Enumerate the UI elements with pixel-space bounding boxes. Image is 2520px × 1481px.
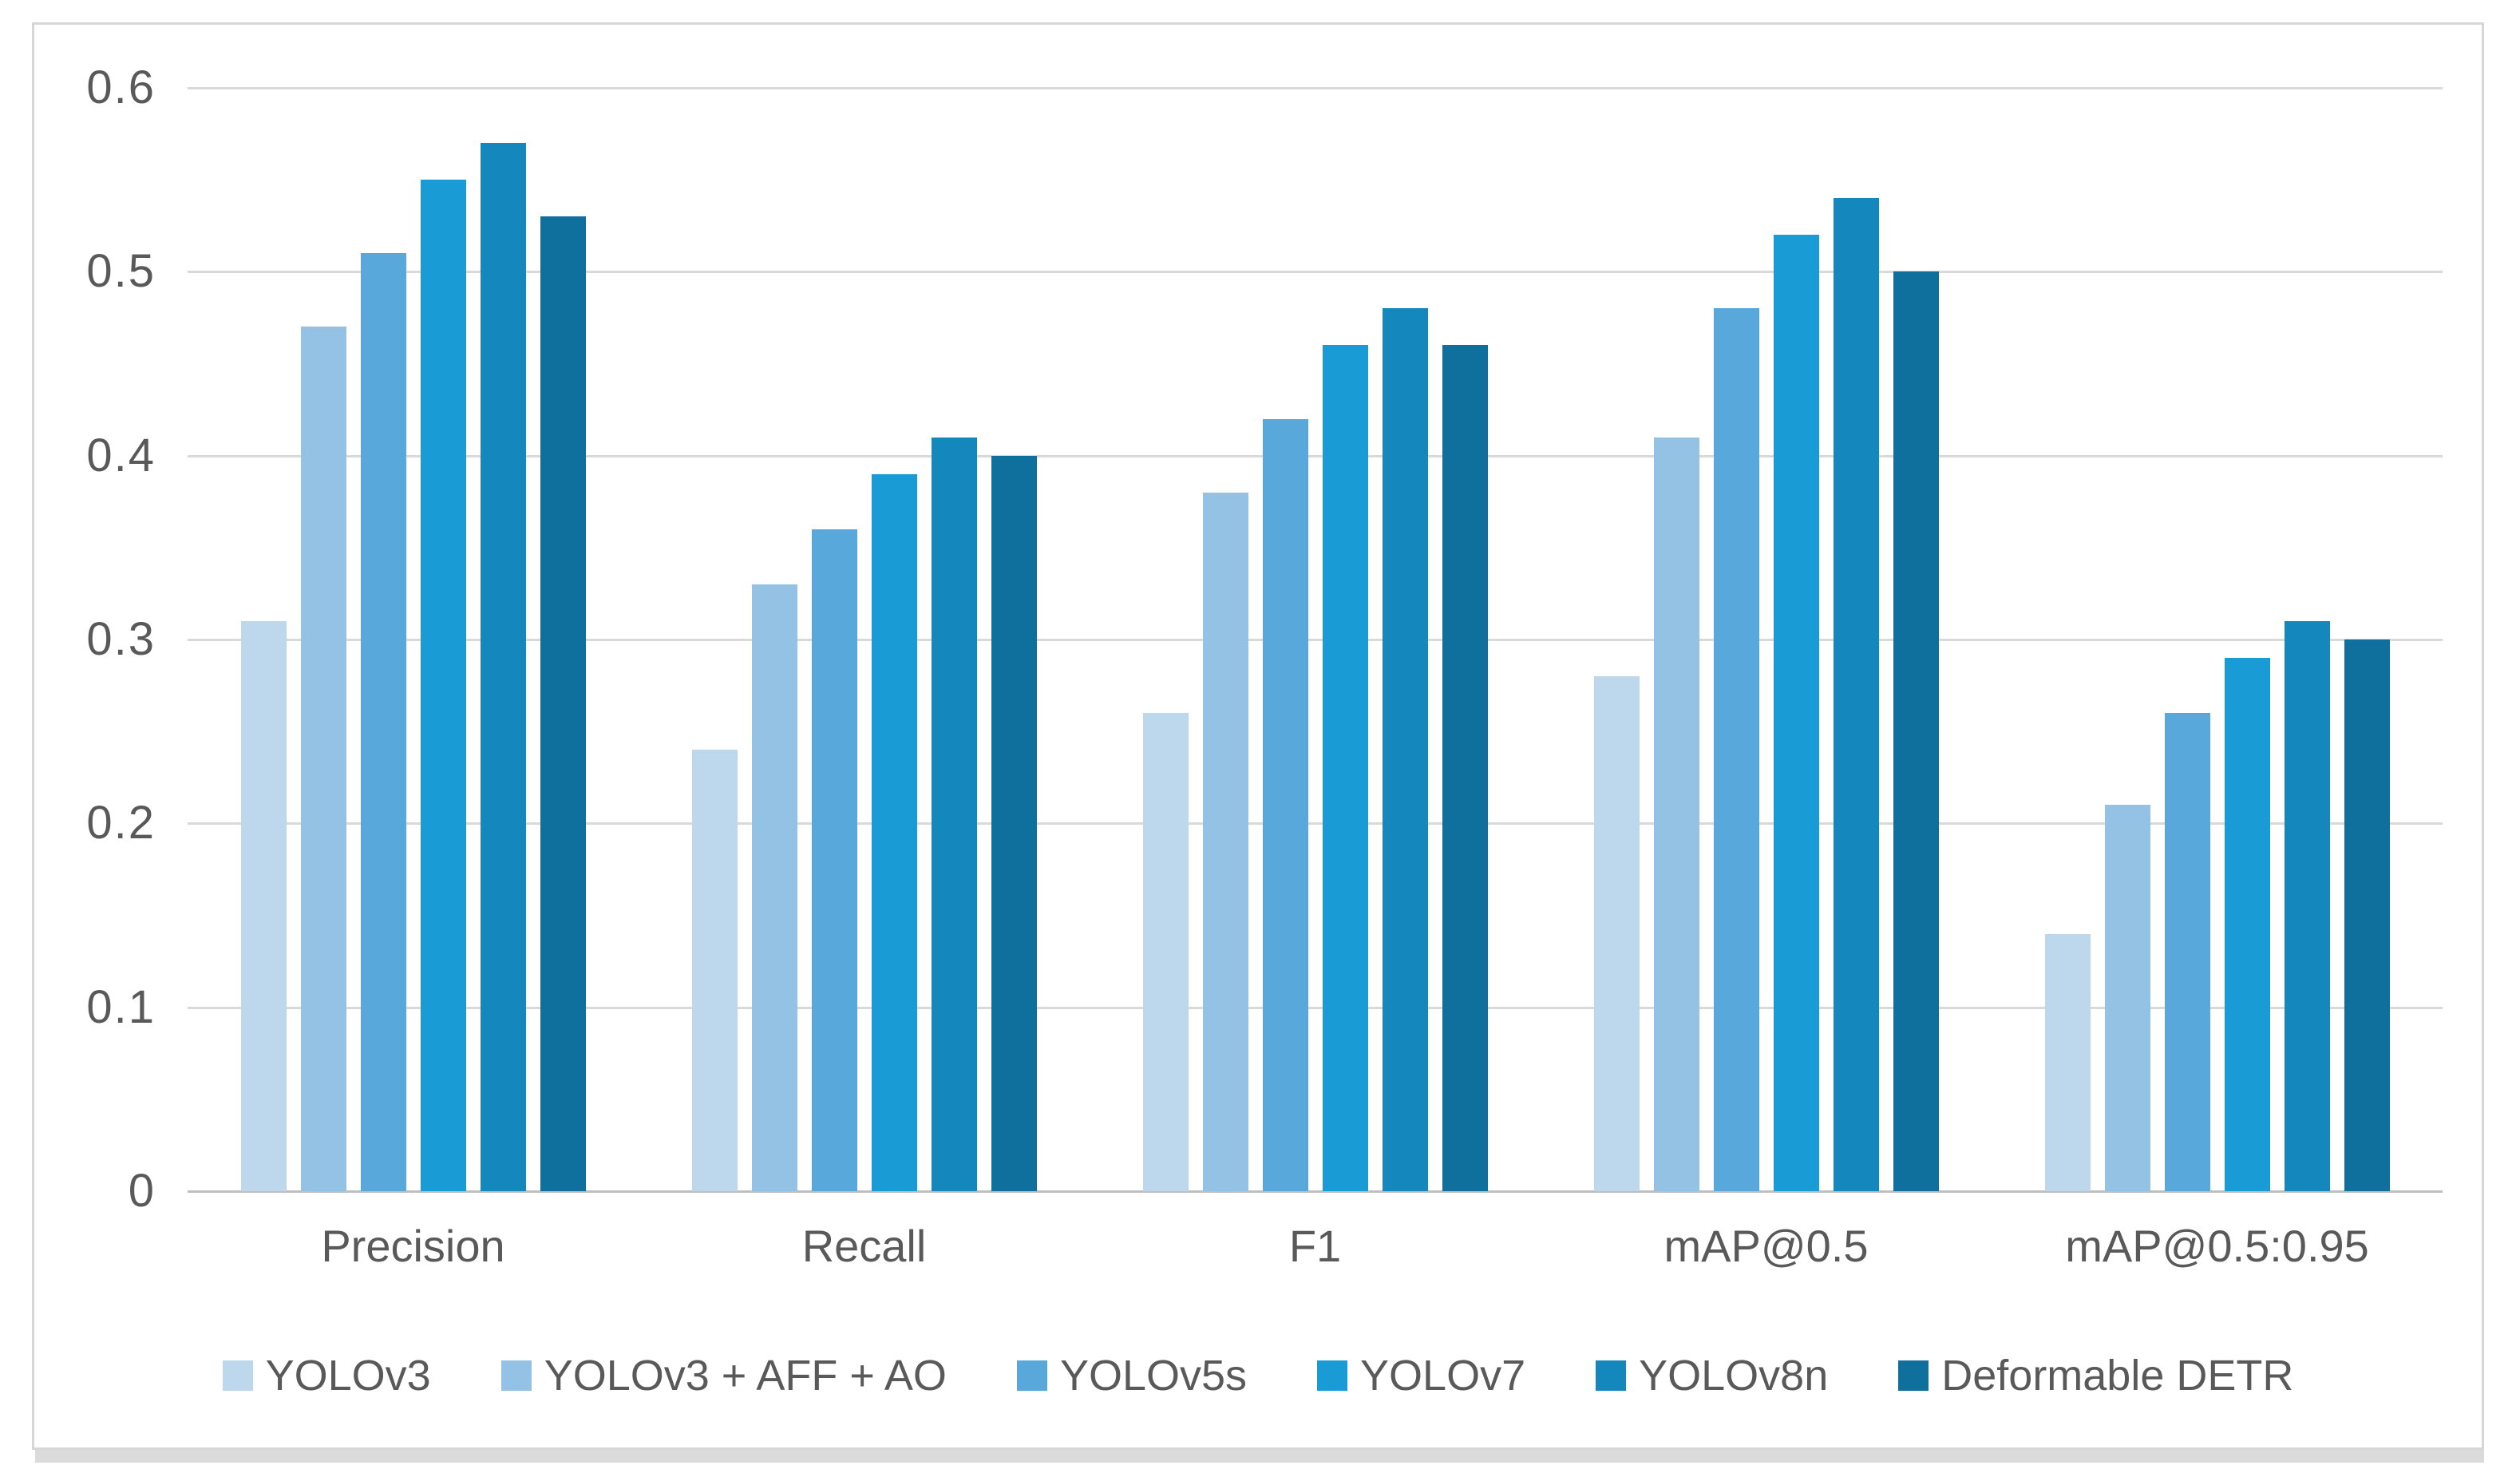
legend-item-yolov5s: YOLOv5s — [1016, 1351, 1248, 1400]
legend-item-deformable-detr: Deformable DETR — [1898, 1351, 2293, 1400]
bar-yolov3-aff-ao — [1202, 492, 1248, 1191]
legend-swatch-icon — [1317, 1360, 1348, 1391]
bar-yolov5s — [360, 253, 406, 1191]
gridline — [188, 87, 2443, 89]
bar-yolov3 — [1593, 676, 1640, 1191]
bar-yolov3 — [1142, 713, 1189, 1191]
legend-label: Deformable DETR — [1941, 1352, 2294, 1400]
bar-yolov7 — [871, 473, 917, 1191]
bar-deformable-detr — [1893, 271, 1939, 1191]
y-tick-label: 0.4 — [86, 429, 156, 481]
plot-area — [188, 87, 2443, 1193]
gridline — [188, 454, 2443, 457]
bar-yolov8n — [1833, 198, 1879, 1191]
y-tick-label: 0.6 — [86, 61, 156, 113]
bar-yolov8n — [2284, 620, 2330, 1191]
legend: YOLOv3 YOLOv3 + AFF + AO YOLOv5s YOLOv7 YOLO… — [34, 1344, 2482, 1408]
bar-yolov7 — [1773, 235, 1819, 1191]
chart-frame: Precision Recall F1 mAP@0.5 mAP@0.5:0.95 YOL… — [32, 22, 2484, 1450]
gridline — [188, 1006, 2443, 1009]
axis-baseline — [188, 1190, 2443, 1193]
x-axis-label: Precision — [321, 1221, 505, 1271]
y-tick-label: 0.1 — [86, 980, 156, 1033]
gridline — [188, 271, 2443, 274]
bar-group-map-0-5-0-95 — [1992, 88, 2443, 1191]
bar-yolov7 — [2224, 658, 2270, 1191]
legend-label: YOLOv8n — [1639, 1352, 1829, 1400]
frame-bottom-shadow — [35, 1450, 2484, 1463]
bar-deformable-detr — [991, 455, 1037, 1191]
bar-yolov5s — [2164, 713, 2210, 1191]
bar-yolov5s — [1262, 418, 1308, 1191]
bar-yolov5s — [811, 529, 857, 1191]
bar-group-map-0-5 — [1541, 88, 1992, 1191]
x-axis-label: mAP@0.5:0.95 — [2065, 1221, 2369, 1271]
bar-yolov3 — [691, 750, 738, 1191]
bar-group-f1 — [1090, 88, 1541, 1191]
legend-item-yolov8n: YOLOv8n — [1596, 1351, 1828, 1400]
legend-swatch-icon — [500, 1360, 532, 1391]
bar-groups-row — [188, 88, 2443, 1191]
legend-swatch-icon — [1898, 1360, 1929, 1391]
bar-yolov3-aff-ao — [300, 327, 346, 1191]
bar-yolov3 — [2044, 933, 2091, 1191]
bar-deformable-detr — [2344, 640, 2390, 1191]
gridline — [188, 822, 2443, 826]
x-axis-label: Recall — [801, 1221, 927, 1271]
bar-yolov8n — [480, 143, 526, 1191]
legend-item-yolov3-aff-ao: YOLOv3 + AFF + AO — [500, 1351, 947, 1400]
bar-group-recall — [639, 88, 1090, 1191]
x-axis-label: mAP@0.5 — [1664, 1221, 1869, 1271]
bar-deformable-detr — [1442, 345, 1488, 1191]
legend-label: YOLOv5s — [1059, 1352, 1248, 1400]
bar-group-precision — [188, 88, 639, 1191]
bar-yolov3-aff-ao — [1653, 437, 1699, 1191]
legend-swatch-icon — [1016, 1360, 1047, 1391]
legend-swatch-icon — [222, 1360, 253, 1391]
bar-yolov8n — [931, 437, 977, 1191]
y-tick-label: 0.3 — [86, 613, 156, 665]
bar-yolov7 — [1322, 345, 1368, 1191]
bar-yolov3-aff-ao — [751, 584, 797, 1191]
bar-yolov3 — [240, 620, 287, 1191]
legend-label: YOLOv3 — [265, 1352, 431, 1400]
legend-item-yolov3: YOLOv3 — [222, 1351, 431, 1400]
legend-label: YOLOv3 + AFF + AO — [544, 1352, 947, 1400]
legend-item-yolov7: YOLOv7 — [1317, 1351, 1525, 1400]
bar-yolov3-aff-ao — [2104, 805, 2150, 1191]
bar-yolov5s — [1713, 308, 1759, 1191]
x-axis-labels: Precision Recall F1 mAP@0.5 mAP@0.5:0.95 — [188, 1220, 2443, 1272]
gridline — [188, 639, 2443, 641]
legend-label: YOLOv7 — [1360, 1352, 1526, 1400]
bar-yolov8n — [1382, 308, 1428, 1191]
y-tick-label: 0.5 — [86, 245, 156, 298]
bar-yolov7 — [420, 180, 466, 1191]
x-axis-label: F1 — [1288, 1221, 1342, 1271]
bar-deformable-detr — [540, 216, 586, 1191]
y-tick-label: 0.2 — [86, 797, 156, 849]
legend-swatch-icon — [1596, 1360, 1627, 1391]
y-tick-label: 0 — [128, 1165, 156, 1217]
